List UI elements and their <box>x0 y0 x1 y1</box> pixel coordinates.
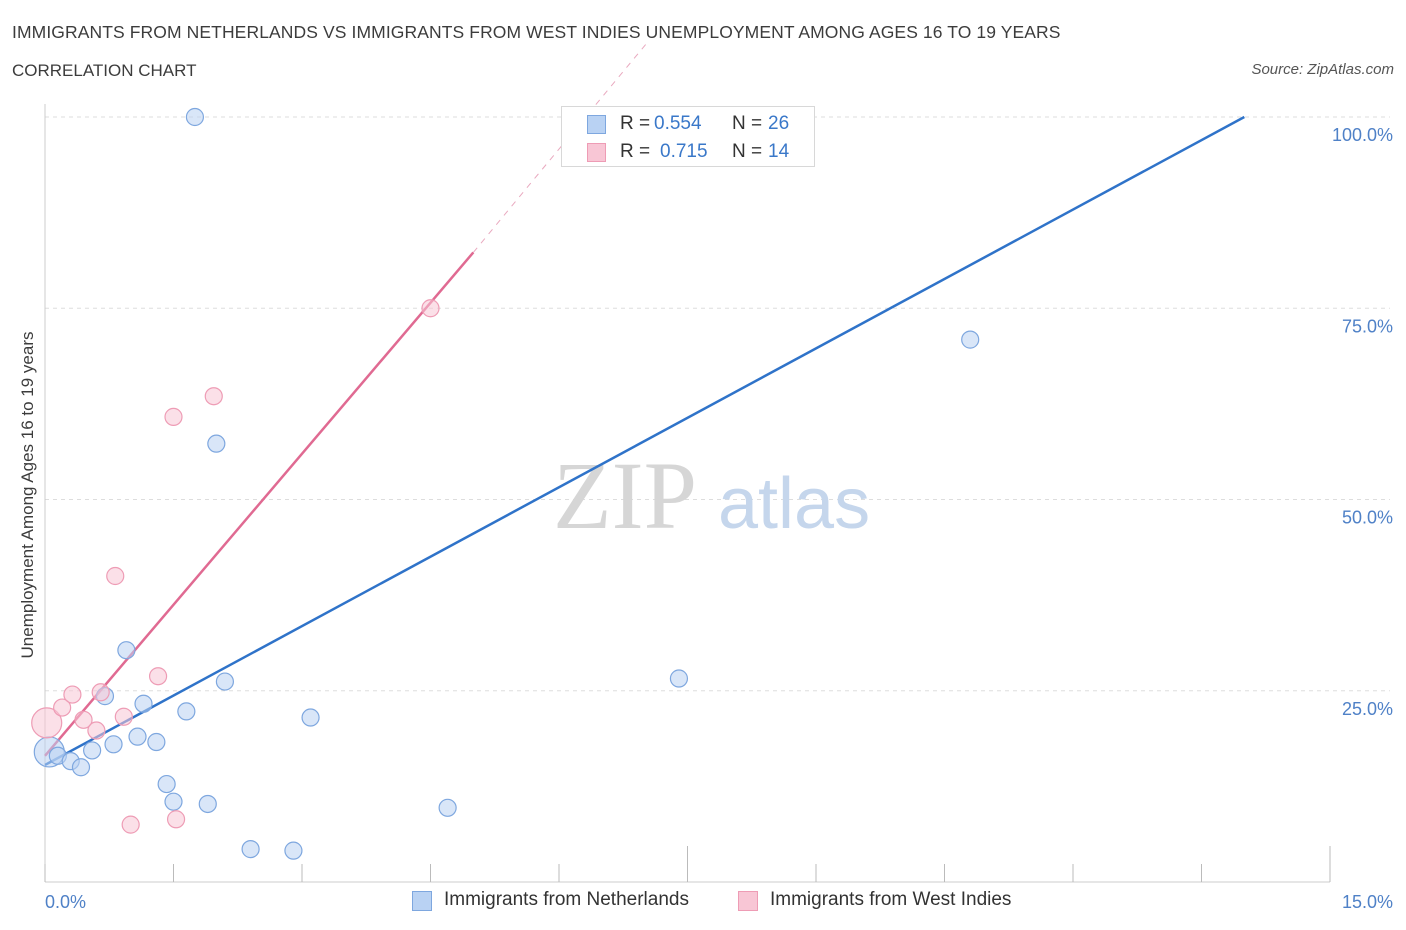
legend-r-label: R = <box>620 141 651 162</box>
y-tick-label: 50.0% <box>1342 508 1393 528</box>
bottom-legend-swatch-netherlands <box>412 891 432 911</box>
legend-n-value: 14 <box>768 141 790 162</box>
tick-label-layer: 25.0% 50.0% 75.0% 100.0% 0.0% 15.0% <box>45 125 1393 912</box>
y-tick-label: 100.0% <box>1332 125 1393 145</box>
west-indies-point <box>164 407 183 426</box>
bottom-legend-label-netherlands: Immigrants from Netherlands <box>444 889 689 910</box>
point-layer <box>31 107 980 860</box>
west-indies-point <box>204 387 223 406</box>
west-indies-point <box>121 815 140 834</box>
legend-n-value: 26 <box>768 113 790 134</box>
west-indies-point <box>87 721 106 740</box>
source-credit: Source: ZipAtlas.com <box>1251 61 1394 78</box>
netherlands-point <box>301 708 320 727</box>
netherlands-point <box>177 702 196 721</box>
west-indies-point <box>91 683 110 702</box>
netherlands-point <box>134 694 153 713</box>
netherlands-point <box>669 669 689 688</box>
netherlands-point <box>438 798 457 817</box>
netherlands-point <box>83 741 102 760</box>
west-indies-point <box>31 707 63 739</box>
west-indies-point <box>74 710 93 729</box>
netherlands-point <box>185 107 205 127</box>
legend-n-label: N = <box>732 113 763 134</box>
netherlands-point <box>961 330 980 349</box>
netherlands-point <box>104 735 123 754</box>
west-indies-point <box>106 566 125 586</box>
legend-r-label: R = <box>620 113 651 134</box>
correlation-legend: R = 0.554 N = 26 R = 0.715 N = 14 <box>561 106 815 167</box>
netherlands-point <box>71 758 91 777</box>
chart-title: IMMIGRANTS FROM NETHERLANDS VS IMMIGRANT… <box>12 22 1061 42</box>
watermark: ZIP atlas <box>553 442 870 549</box>
y-tick-label: 25.0% <box>1342 699 1393 719</box>
legend-r-value: 0.554 <box>654 113 702 134</box>
west-indies-point <box>114 707 133 726</box>
bottom-legend-label-west-indies: Immigrants from West Indies <box>770 889 1012 910</box>
legend-r-value: 0.715 <box>660 141 708 162</box>
bottom-legend-swatch-west-indies <box>738 891 758 911</box>
west-indies-point <box>421 299 440 318</box>
x-tick-label: 15.0% <box>1342 892 1393 912</box>
west-indies-trendline <box>44 251 475 757</box>
netherlands-point <box>128 727 147 746</box>
netherlands-point <box>164 792 183 811</box>
west-indies-point <box>148 667 168 686</box>
x-tick-label: 0.0% <box>45 892 86 912</box>
west-indies-point <box>63 685 82 704</box>
west-indies-point <box>53 698 72 717</box>
west-indies-point <box>166 810 186 829</box>
netherlands-point <box>147 732 166 752</box>
netherlands-trendline <box>44 115 1245 767</box>
chart-subtitle: CORRELATION CHART <box>12 61 197 80</box>
netherlands-point <box>215 672 234 691</box>
netherlands-point <box>284 841 303 860</box>
netherlands-point <box>241 840 260 859</box>
legend-swatch-netherlands <box>587 115 606 134</box>
netherlands-point <box>157 774 176 794</box>
legend-swatch-west-indies <box>587 143 606 162</box>
y-tick-label: 75.0% <box>1342 316 1393 336</box>
netherlands-point <box>198 794 217 814</box>
netherlands-point <box>117 641 136 660</box>
netherlands-point <box>207 434 226 453</box>
watermark-atlas: atlas <box>718 464 870 544</box>
legend-n-label: N = <box>732 141 763 162</box>
watermark-zip: ZIP <box>553 442 697 549</box>
grid-layer <box>45 116 1390 692</box>
